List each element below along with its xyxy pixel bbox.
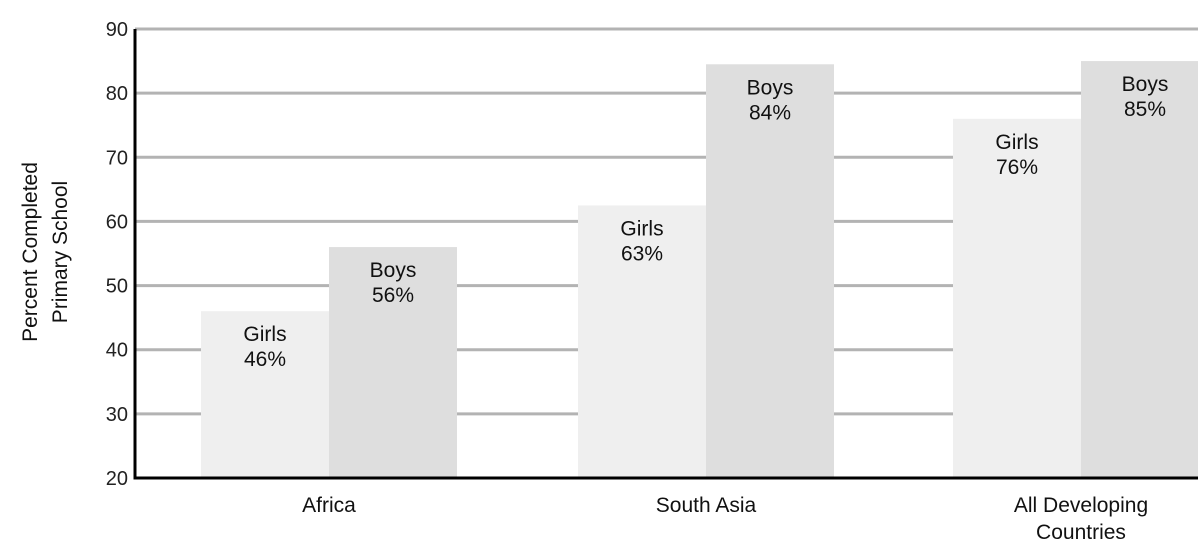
data-label-series: Girls [620,217,663,240]
y-tick-label: 30 [106,404,128,426]
category-label: All Developing [1014,494,1148,517]
category-label: Countries [1036,521,1126,544]
y-axis-label-line: Percent Completed [19,162,42,342]
data-label-series: Girls [243,323,286,346]
data-label-value: 56% [372,284,414,307]
category-label: Africa [302,494,356,517]
axes [133,29,1198,480]
data-label-series: Girls [995,131,1038,154]
y-axis-label: Percent Completed Primary School [19,162,72,342]
y-tick-label: 90 [106,19,128,41]
y-axis-label-line: Primary School [49,181,72,323]
data-label-value: 46% [244,348,286,371]
bar-boys [1081,61,1198,478]
y-tick-label: 60 [106,211,128,233]
bar-girls [953,118,1081,479]
y-tick-label: 70 [106,147,128,169]
bar-boys [329,247,457,478]
y-tick-labels: 20 30 40 50 60 70 80 90 [106,19,128,490]
bars [201,61,1198,479]
data-labels: Girls46%Boys56%Girls63%Boys84%Girls76%Bo… [243,73,1168,371]
bar-girls [201,311,329,478]
data-label-series: Boys [370,259,417,282]
y-tick-label: 50 [106,276,128,298]
bar-girls [578,205,706,478]
data-label-series: Boys [1122,73,1169,96]
data-label-series: Boys [747,76,794,99]
data-label-value: 76% [996,156,1038,179]
y-tick-label: 40 [106,340,128,362]
bar-boys [706,64,834,479]
category-labels: Africa South Asia All Developing Countries [302,494,1148,544]
category-label: South Asia [656,494,757,517]
data-label-value: 63% [621,242,663,265]
y-tick-label: 80 [106,83,128,105]
y-axis-label-group: Percent Completed Primary School [19,162,72,342]
data-label-value: 85% [1124,98,1166,121]
y-tick-label: 20 [106,468,128,490]
data-label-value: 84% [749,101,791,124]
